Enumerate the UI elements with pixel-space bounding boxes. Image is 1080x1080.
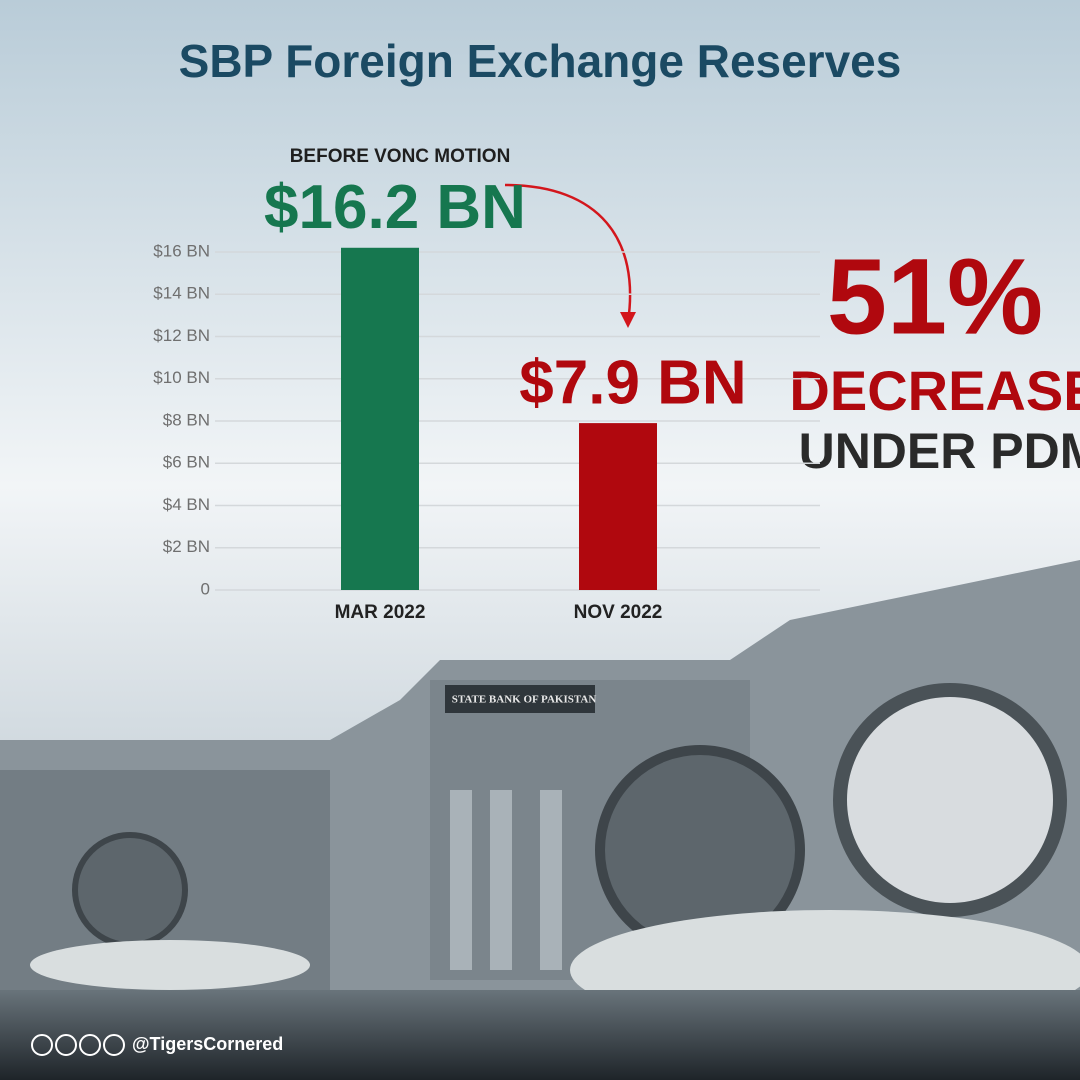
value-label: $16.2 BN [264,173,526,242]
x-tick-label: NOV 2022 [574,602,663,623]
x-tick-label: MAR 2022 [335,602,426,623]
chart-title: SBP Foreign Exchange Reserves [179,35,902,87]
social-icons [31,1034,125,1056]
y-tick-label: $12 BN [153,326,210,345]
building-scene: STATE BANK OF PAKISTAN [0,560,1080,1080]
bar [341,247,419,590]
handle: @TigersCornered [132,1034,283,1054]
arrow-head [620,312,636,328]
y-tick-label: $6 BN [163,453,210,472]
annotation: 51% [827,236,1043,357]
y-tick-label: $2 BN [163,537,210,556]
annotation: BEFORE VONC MOTION [290,146,511,167]
y-tick-label: $16 BN [153,241,210,260]
value-label: $7.9 BN [519,348,746,417]
bar [579,423,657,590]
y-tick-label: $14 BN [153,284,210,303]
y-tick-label: $8 BN [163,410,210,429]
annotation: UNDER PDM [799,423,1080,479]
bank-sign: STATE BANK OF PAKISTAN [452,694,597,706]
annotation: DECREASE [789,359,1080,422]
y-tick-label: 0 [201,579,210,598]
y-tick-label: $4 BN [163,495,210,514]
y-tick-label: $10 BN [153,368,210,387]
arrow [504,183,632,323]
